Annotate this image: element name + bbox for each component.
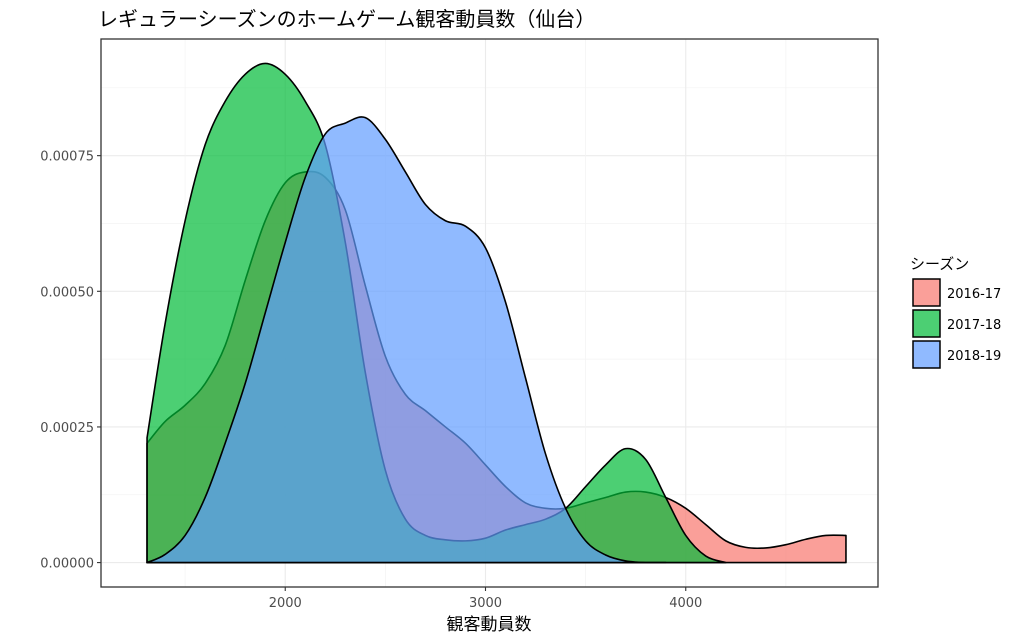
legend-key-0 — [912, 278, 941, 307]
x-axis: 2000 3000 4000 — [269, 587, 702, 611]
y-tick-label: 0.00075 — [40, 150, 94, 165]
legend-label-2: 2018-19 — [947, 349, 1001, 364]
x-axis-title: 観客動員数 — [447, 615, 532, 635]
legend-title: シーズン — [910, 255, 969, 273]
y-tick-label: 0.00000 — [40, 557, 94, 572]
chart-title: レギュラーシーズンのホームゲーム観客動員数（仙台） — [98, 7, 595, 31]
legend-key-1 — [912, 309, 941, 338]
density-area-series-2 — [146, 116, 667, 564]
x-tick-label: 2000 — [269, 596, 302, 611]
legend-label-0: 2016-17 — [947, 287, 1001, 302]
legend: シーズン 2016-17 2017-18 2018-19 — [910, 255, 1001, 369]
plot-border — [100, 38, 879, 588]
y-axis: 0.00000 0.00025 0.00050 0.00075 — [40, 150, 101, 572]
y-tick-label: 0.00025 — [40, 421, 94, 436]
y-tick-label: 0.00050 — [40, 285, 94, 300]
x-tick-label: 3000 — [469, 596, 502, 611]
legend-label-1: 2017-18 — [947, 318, 1001, 333]
x-tick-label: 4000 — [669, 596, 702, 611]
legend-key-2 — [912, 340, 941, 369]
density-areas — [146, 62, 847, 564]
